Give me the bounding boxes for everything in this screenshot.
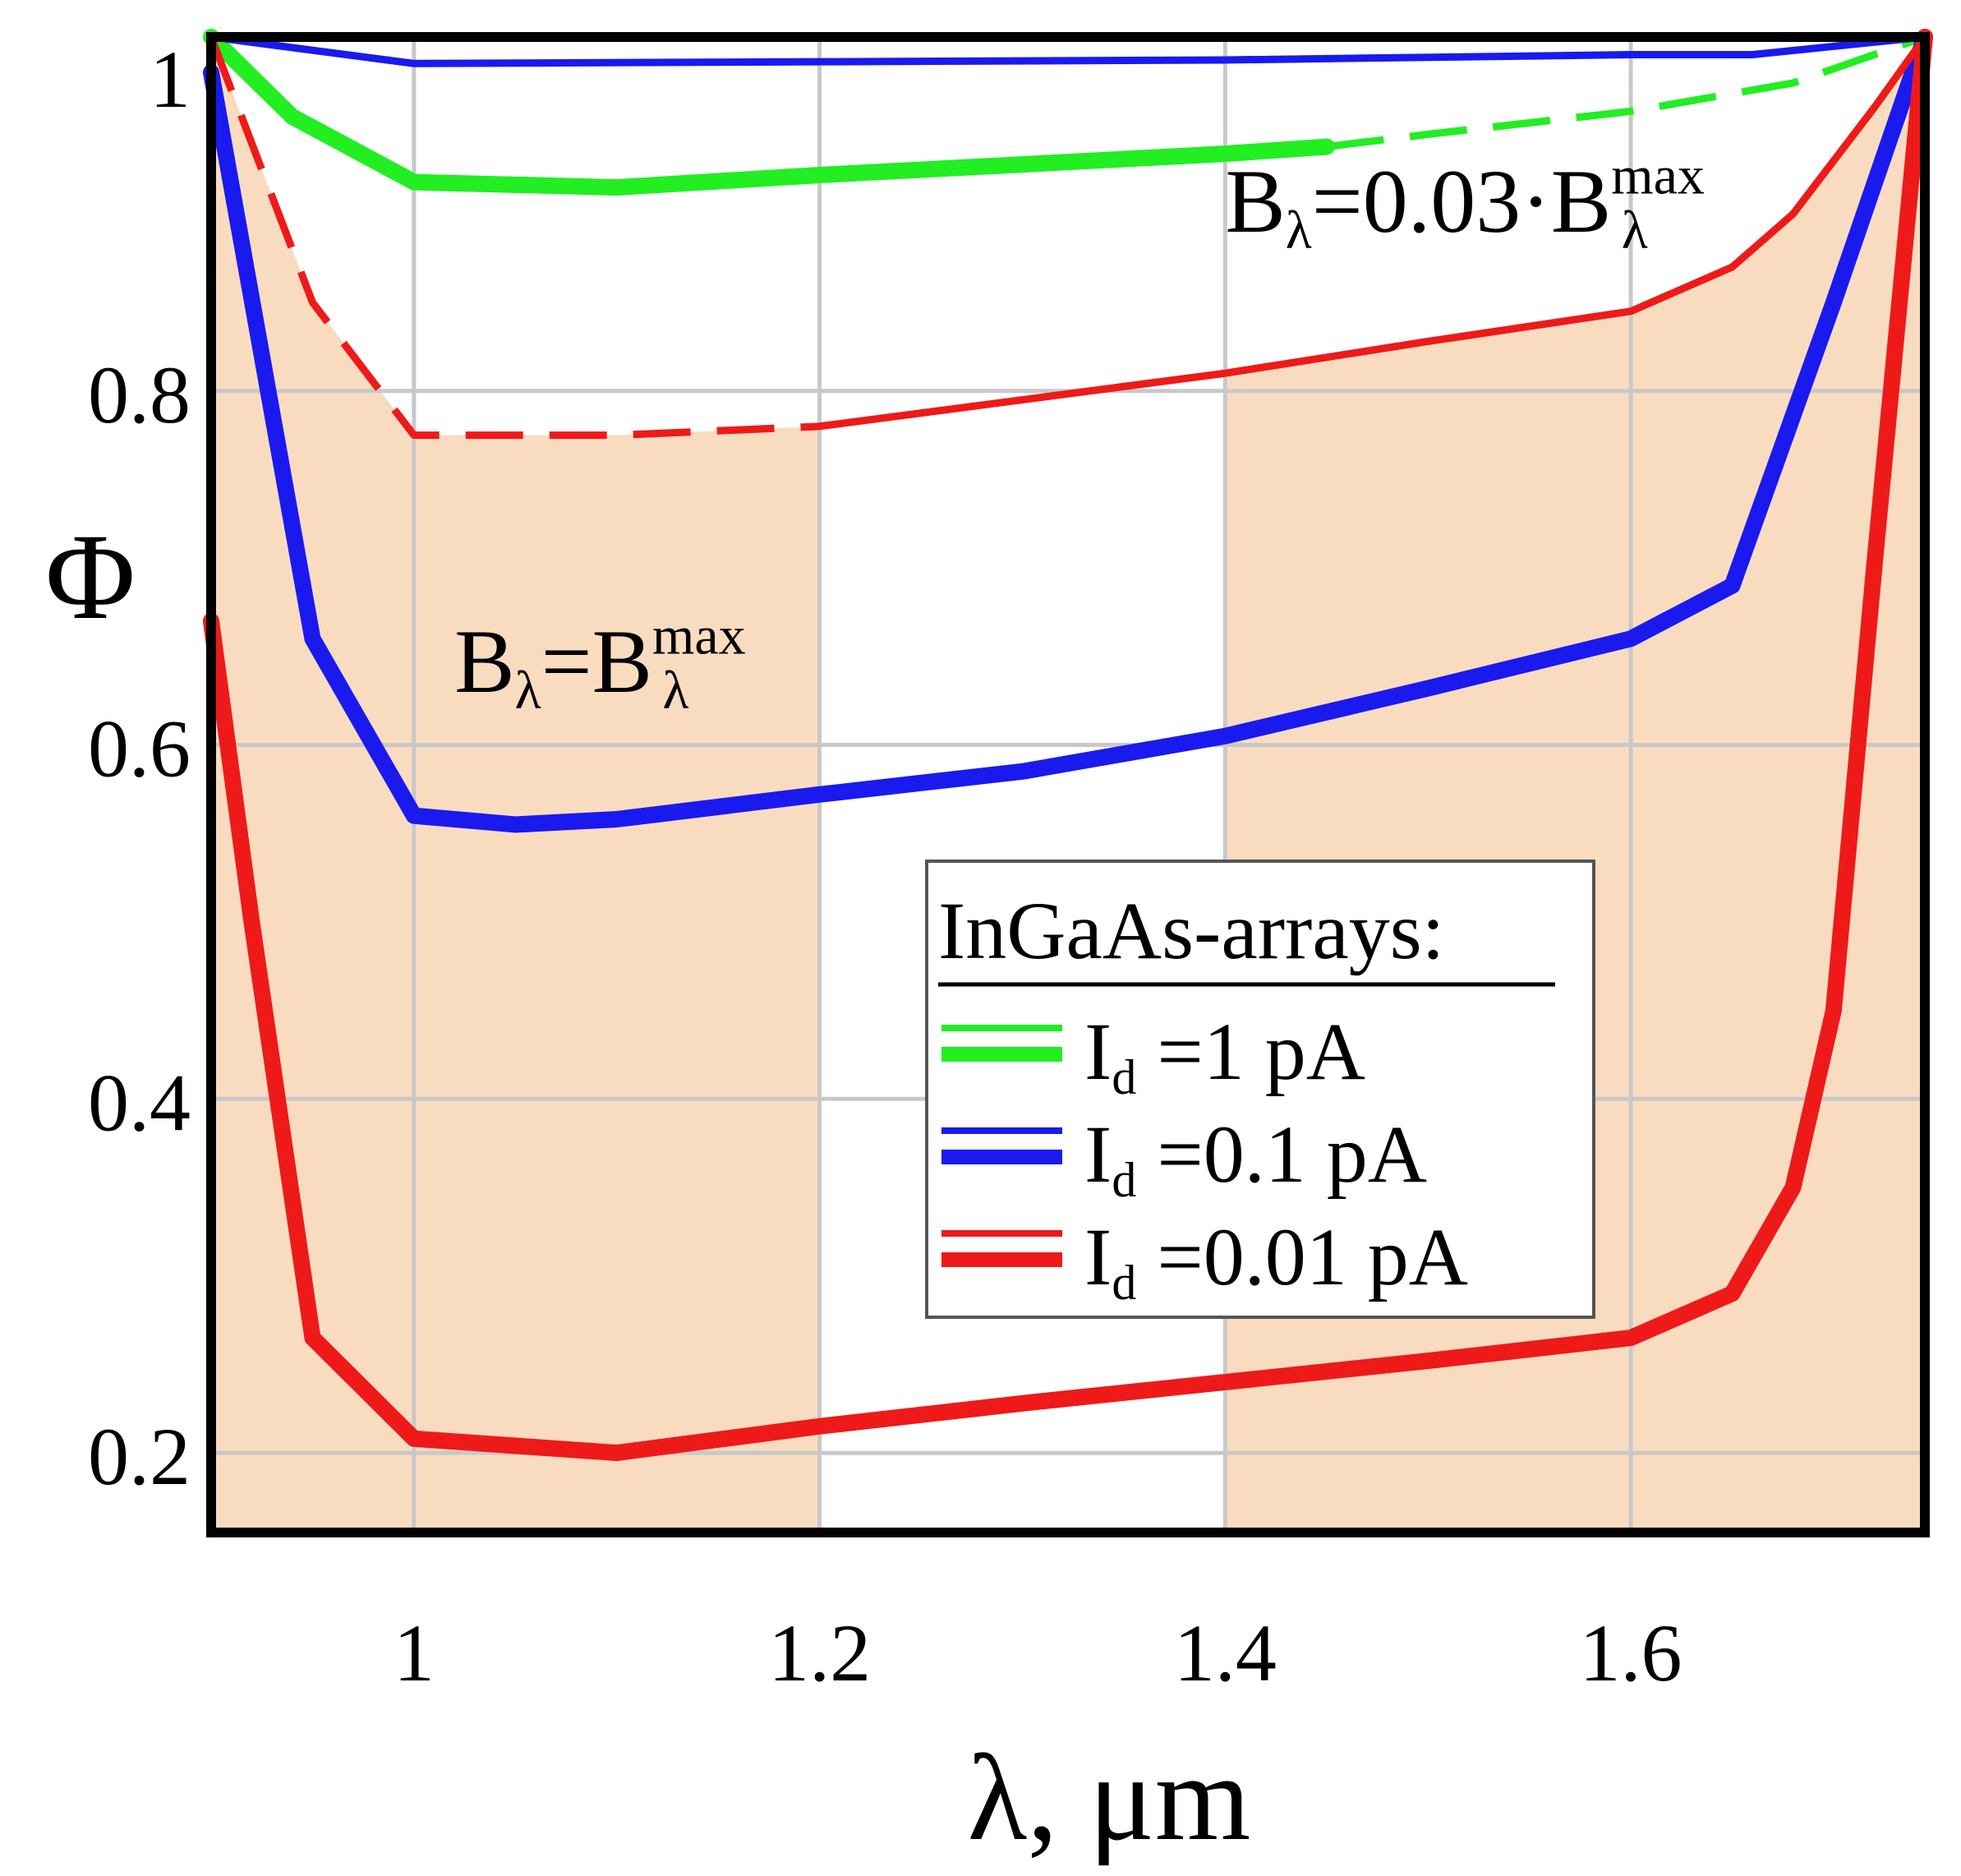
axes: 1 1.2 1.4 1.6 0.2 0.4 0.6 0.8 1 [88, 32, 1930, 1699]
x-tick-label-1: 1 [394, 1607, 435, 1699]
series-line-thick-red [203, 29, 1933, 1462]
x-tick-label-2: 1.2 [768, 1607, 871, 1699]
legend-label-1: Id =1 pA [1084, 1006, 1365, 1104]
series-line-dashed-green [1326, 33, 1926, 151]
series-line-dashed-red [207, 35, 820, 440]
shaded-region-1 [211, 37, 820, 1533]
y-tick-label-1: 0.2 [88, 1411, 191, 1502]
series-line-thin-blue [207, 33, 1929, 67]
y-tick-label-3: 0.6 [88, 703, 191, 795]
y-tick-label-5: 1 [150, 34, 191, 125]
annotation-fraction: Bλ=0.03·Bmax λ [1225, 146, 1705, 260]
annotation-full: Bλ=Bmax λ [454, 606, 745, 721]
x-tick-label-3: 1.4 [1174, 1607, 1277, 1699]
legend-box [925, 860, 1595, 1319]
y-tick-label-2: 0.4 [88, 1057, 191, 1148]
series-line-thin-red [816, 33, 1929, 431]
plot-frame [206, 32, 1930, 1537]
x-tick-label-4: 1.6 [1580, 1607, 1683, 1699]
series-line-thick-blue [203, 29, 1933, 833]
x-axis-title: λ, μm [968, 1730, 1251, 1866]
legend-label-3: Id =0.01 pA [1084, 1211, 1468, 1310]
y-axis-title: Φ [45, 509, 136, 645]
legend-label-2: Id =0.1 pA [1084, 1109, 1427, 1207]
y-tick-label-4: 0.8 [88, 349, 191, 440]
annotations: Bλ=Bmax λ Bλ=0.03·Bmax λ [454, 146, 1705, 721]
legend-title: InGaAs-arrays: [938, 885, 1444, 976]
series-line-thick-green [203, 29, 1335, 196]
